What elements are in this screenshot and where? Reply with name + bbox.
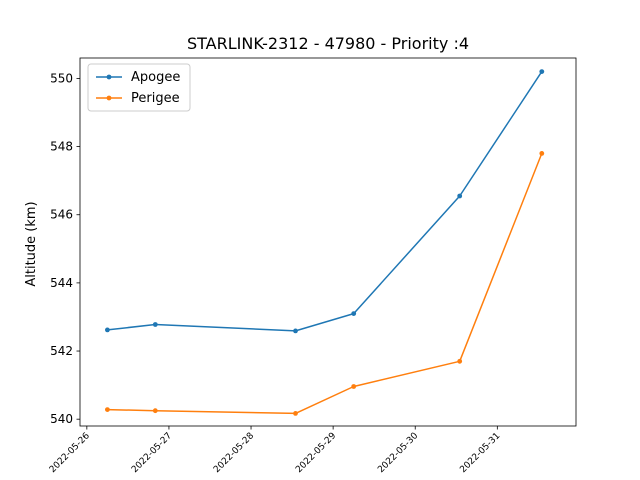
data-point-perigee-0	[105, 407, 110, 412]
y-tick-label-544: 544	[50, 276, 73, 290]
data-point-perigee-4	[457, 358, 463, 364]
data-point-apogee-3	[351, 311, 357, 316]
series-line-apogee	[107, 71, 543, 332]
y-tick-label-542: 542	[50, 344, 73, 358]
y-tick-label-550: 550	[50, 71, 73, 85]
data-point-apogee-2	[293, 328, 298, 334]
data-point-perigee-2	[293, 411, 298, 416]
legend-marker-apogee	[106, 74, 112, 80]
x-tick-label-2022-05-30: 2022-05-30	[376, 431, 420, 475]
chart-title: STARLINK-2312 - 47980 - Priority :4	[187, 34, 469, 53]
y-tick-label-548: 548	[50, 140, 73, 154]
legend-label-perigee: Perigee	[131, 91, 180, 106]
x-tick-label-2022-05-29: 2022-05-29	[294, 431, 338, 475]
x-tick-label-2022-05-28: 2022-05-28	[212, 431, 256, 475]
data-point-perigee-5	[539, 151, 545, 156]
data-point-apogee-4	[457, 193, 463, 199]
x-tick-label-2022-05-26: 2022-05-26	[48, 431, 92, 475]
x-tick-label-2022-05-31: 2022-05-31	[458, 431, 502, 475]
legend-marker-perigee	[106, 95, 112, 101]
y-axis-label: Altitude (km)	[24, 201, 39, 286]
data-point-apogee-5	[539, 69, 545, 74]
series-layer	[105, 69, 545, 416]
legend: Apogee Perigee	[87, 63, 191, 112]
data-point-perigee-1	[152, 408, 158, 414]
y-tick-label-540: 540	[50, 412, 73, 426]
data-point-perigee-3	[351, 384, 357, 389]
plot-frame	[79, 57, 577, 427]
y-tick-label-546: 546	[50, 208, 73, 222]
series-line-perigee	[107, 153, 543, 415]
legend-box	[87, 63, 191, 112]
x-tick-label-2022-05-27: 2022-05-27	[130, 431, 174, 475]
data-point-apogee-1	[152, 322, 158, 327]
data-point-apogee-0	[105, 327, 110, 333]
legend-label-apogee: Apogee	[131, 70, 180, 85]
